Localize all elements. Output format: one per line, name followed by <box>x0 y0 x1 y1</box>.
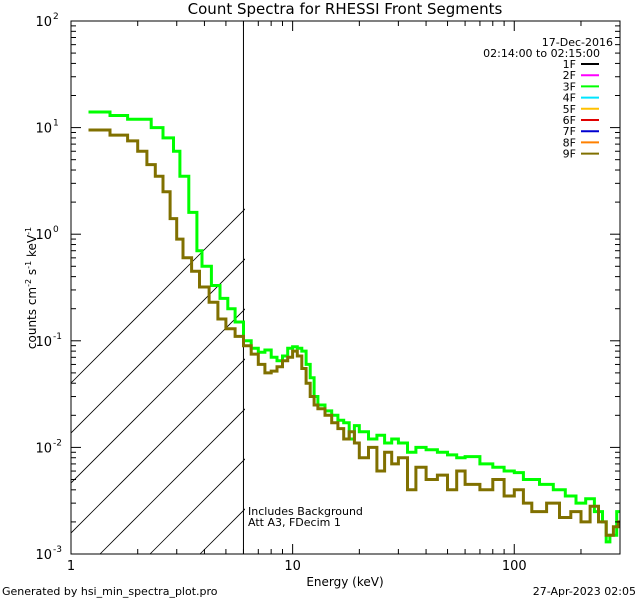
series-9F-line <box>88 128 620 537</box>
legend-label-6F: 6F <box>563 114 576 127</box>
series-group <box>88 110 620 544</box>
hatch-line <box>149 458 245 554</box>
time-range-label: 02:14:00 to 02:15:00 <box>483 47 600 60</box>
legend-label-1F: 1F <box>563 58 576 71</box>
attenuator-hatch-region <box>71 21 640 554</box>
y-tick-label: 10 <box>35 441 52 456</box>
timestamp-label: 27-Apr-2023 02:05 <box>533 585 636 598</box>
y-tick-exponent: -2 <box>53 438 62 448</box>
y-tick-exponent: -1 <box>53 332 62 342</box>
hatch-line <box>300 21 640 554</box>
y-tick-exponent: 1 <box>53 119 59 129</box>
axis-ticks <box>70 21 621 555</box>
date-label: 17-Dec-2016 <box>542 36 613 49</box>
hatch-line <box>71 358 245 534</box>
legend-label-2F: 2F <box>563 69 576 82</box>
y-axis-title: counts cm-2 s-1 keV-1 <box>24 227 39 349</box>
generated-by-label: Generated by hsi_min_spectra_plot.pro <box>2 585 218 598</box>
hatch-line <box>450 21 640 554</box>
annotation-attenuator: Att A3, FDecim 1 <box>248 516 341 529</box>
legend-label-9F: 9F <box>563 148 576 161</box>
x-tick-label: 10 <box>284 559 301 574</box>
legend-label-7F: 7F <box>563 125 576 138</box>
y-tick-label: 10 <box>35 335 52 350</box>
y-tick-label: 10 <box>35 228 52 243</box>
series-3F-line <box>88 110 620 544</box>
hatch-line <box>99 408 245 554</box>
y-tick-exponent: 2 <box>53 12 59 22</box>
y-tick-label: 10 <box>35 15 52 30</box>
y-tick-exponent: 0 <box>53 225 59 235</box>
chart-title: Count Spectra for RHESSI Front Segments <box>188 0 503 18</box>
legend-label-8F: 8F <box>563 136 576 149</box>
y-tick-label: 10 <box>35 548 52 563</box>
hatch-line <box>350 21 640 554</box>
x-tick-label: 1 <box>67 559 75 574</box>
legend-label-4F: 4F <box>563 92 576 105</box>
y-tick-label: 10 <box>35 122 52 137</box>
legend-label-3F: 3F <box>563 80 576 93</box>
x-tick-label: 100 <box>502 559 527 574</box>
x-axis-title: Energy (keV) <box>306 575 383 589</box>
hatch-line <box>71 208 245 384</box>
legend-label-5F: 5F <box>563 103 576 116</box>
plot-frame <box>70 20 621 555</box>
hatch-line <box>71 258 245 434</box>
y-tick-exponent: -3 <box>53 545 62 555</box>
x-tick-labels: 1 10 100 <box>67 559 527 574</box>
hatch-line <box>71 308 245 484</box>
annotation-background: Includes Background <box>248 505 363 518</box>
